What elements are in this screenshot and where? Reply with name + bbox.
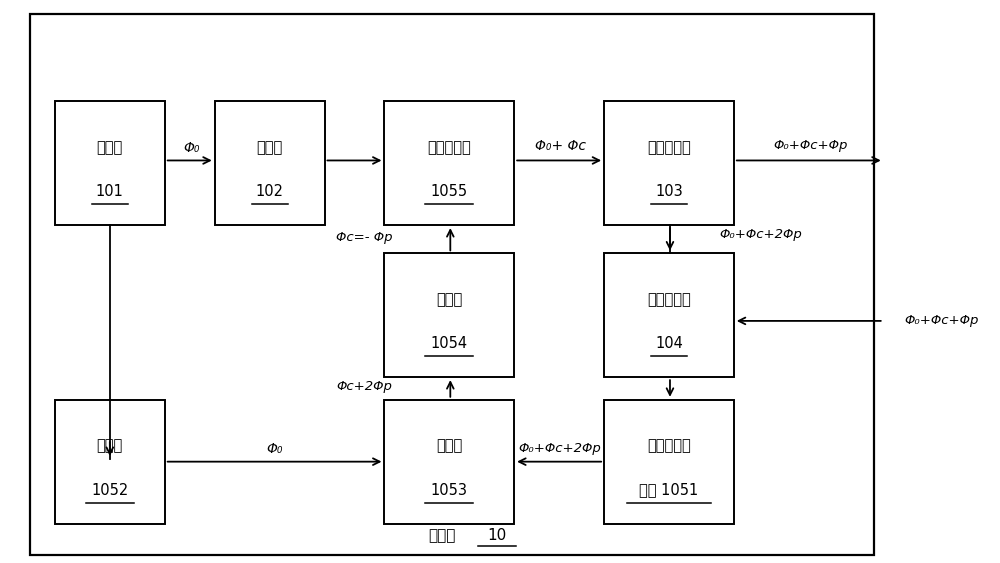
Text: 第一光电探: 第一光电探 [647,438,691,453]
Text: 1053: 1053 [431,482,468,498]
Text: 104: 104 [655,336,683,351]
Text: Φ₀+Φc+2Φp: Φ₀+Φc+2Φp [719,228,802,242]
FancyBboxPatch shape [30,14,874,555]
Text: Φc=- Φp: Φc=- Φp [336,231,393,244]
Text: 第三扩束镜: 第三扩束镜 [647,292,691,307]
Text: 处理器: 处理器 [436,292,462,307]
Text: 发送端: 发送端 [428,528,456,543]
Text: 移相器: 移相器 [97,438,123,453]
FancyBboxPatch shape [215,101,325,225]
Text: 微波源: 微波源 [97,140,123,155]
FancyBboxPatch shape [604,101,734,225]
Text: 103: 103 [655,184,683,199]
Text: Φ₀+ Φc: Φ₀+ Φc [535,140,586,153]
Text: 1055: 1055 [431,184,468,199]
Text: Φ₀: Φ₀ [183,141,200,154]
FancyBboxPatch shape [55,101,165,225]
Text: 101: 101 [96,184,124,199]
Text: 第一扩束镜: 第一扩束镜 [647,140,691,155]
FancyBboxPatch shape [384,101,514,225]
Text: 鉴相器: 鉴相器 [436,438,462,453]
Text: Φ₀+Φc+Φp: Φ₀+Φc+Φp [774,138,848,152]
Text: Φc+2Φp: Φc+2Φp [337,380,392,394]
Text: Φ₀+Φc+Φp: Φ₀+Φc+Φp [905,314,979,328]
Text: 光纤拉伸器: 光纤拉伸器 [427,140,471,155]
Text: 测器 1051: 测器 1051 [639,482,699,498]
FancyBboxPatch shape [604,253,734,377]
FancyBboxPatch shape [604,400,734,524]
Text: 102: 102 [256,184,284,199]
FancyBboxPatch shape [384,400,514,524]
FancyBboxPatch shape [384,253,514,377]
FancyBboxPatch shape [55,400,165,524]
Text: 1052: 1052 [91,482,128,498]
Text: 1054: 1054 [431,336,468,351]
Text: 10: 10 [487,528,506,543]
Text: Φ₀: Φ₀ [266,442,283,455]
Text: 激光器: 激光器 [256,140,283,155]
Text: Φ₀+Φc+2Φp: Φ₀+Φc+2Φp [519,441,602,455]
